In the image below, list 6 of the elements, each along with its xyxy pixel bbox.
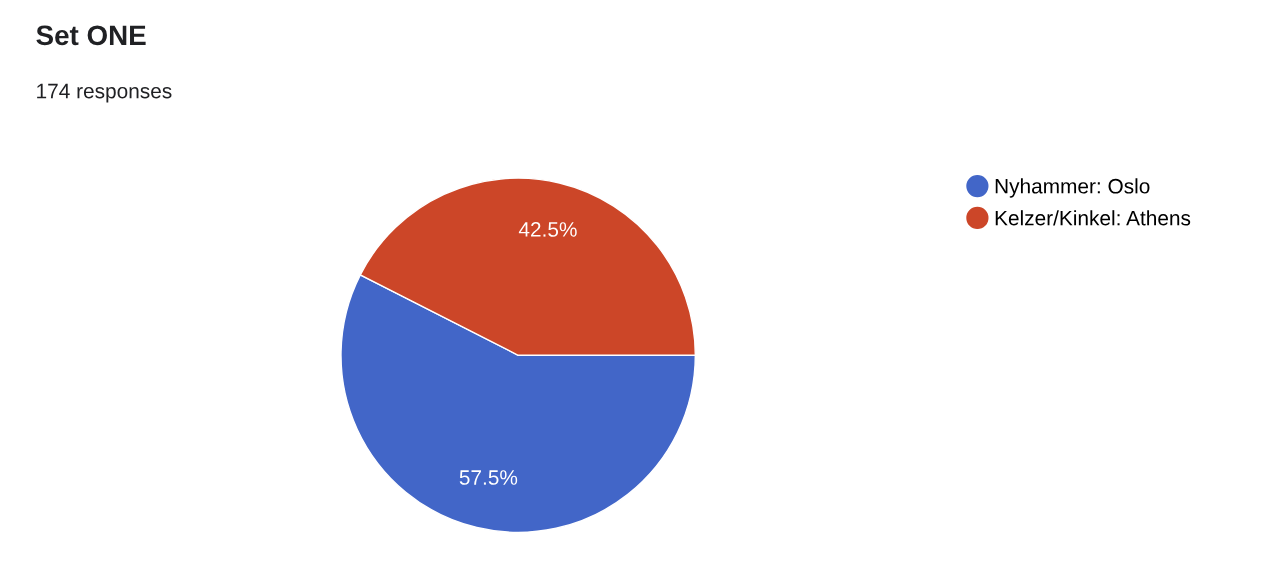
text: Set ONE [36,25,146,46]
data-label: 42.5% [518,222,577,237]
legend-label: Kelzer/Kinkel: Athens [995,210,1191,226]
data-label: 57.5% [459,470,518,485]
text: 174 responses [37,83,172,103]
legend-label: Nyhammer: Oslo [995,178,1150,198]
